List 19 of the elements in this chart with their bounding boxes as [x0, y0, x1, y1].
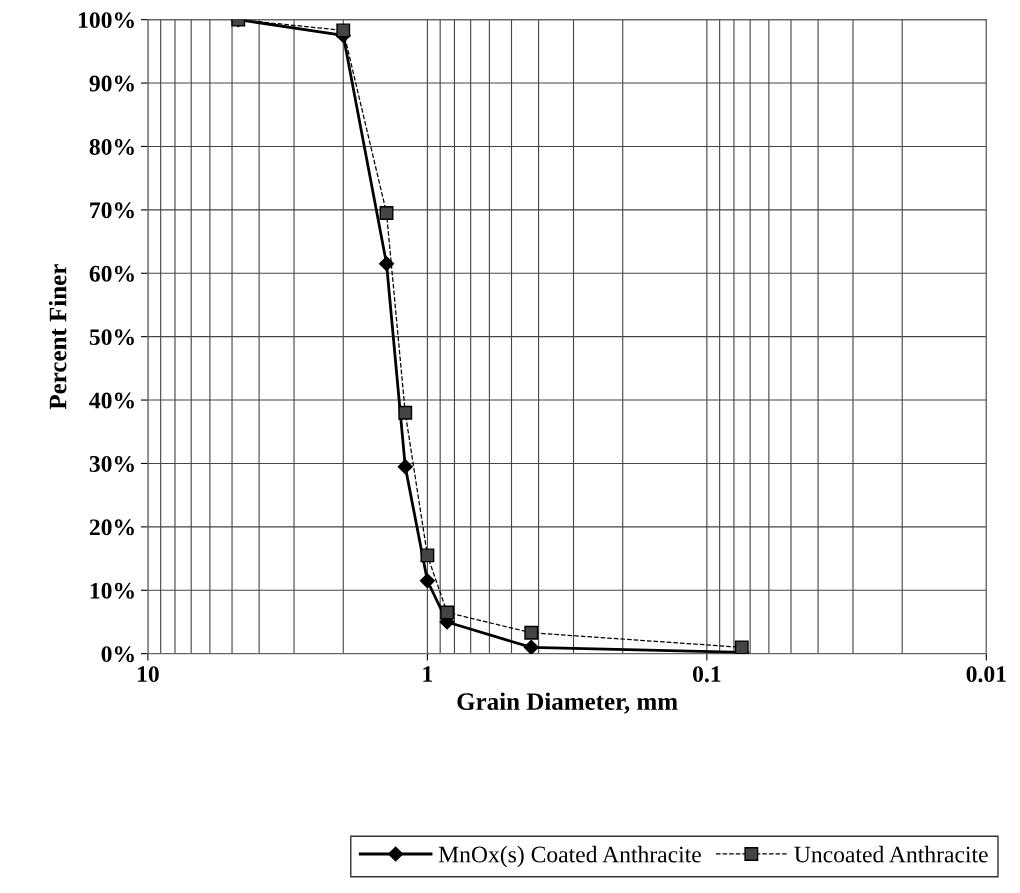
legend-label: Uncoated Anthracite [794, 845, 988, 863]
y-tick-label: 60% [89, 265, 134, 282]
y-tick-label: 0% [101, 646, 134, 663]
legend-label: MnOx(s) Coated Anthracite [438, 845, 701, 868]
x-tick-label: 0.01 [966, 666, 1006, 683]
y-tick-label: 40% [89, 392, 134, 409]
x-tick-label: 0.1 [693, 666, 721, 683]
y-tick-label: 20% [89, 519, 134, 536]
y-tick-label: 80% [89, 138, 134, 155]
y-tick-label: 30% [89, 455, 134, 472]
x-axis-title: Grain Diameter, mm [457, 692, 678, 714]
y-tick-label: 10% [90, 582, 134, 599]
y-axis-title: Percent Finer [48, 264, 67, 410]
y-tick-label: 50% [89, 329, 134, 346]
y-tick-label: 90% [89, 75, 134, 92]
y-tick-label: 70% [90, 202, 134, 219]
x-tick-label: 10 [137, 666, 159, 683]
y-tick-label: 100% [78, 12, 134, 29]
x-tick-label: 1 [423, 666, 433, 682]
